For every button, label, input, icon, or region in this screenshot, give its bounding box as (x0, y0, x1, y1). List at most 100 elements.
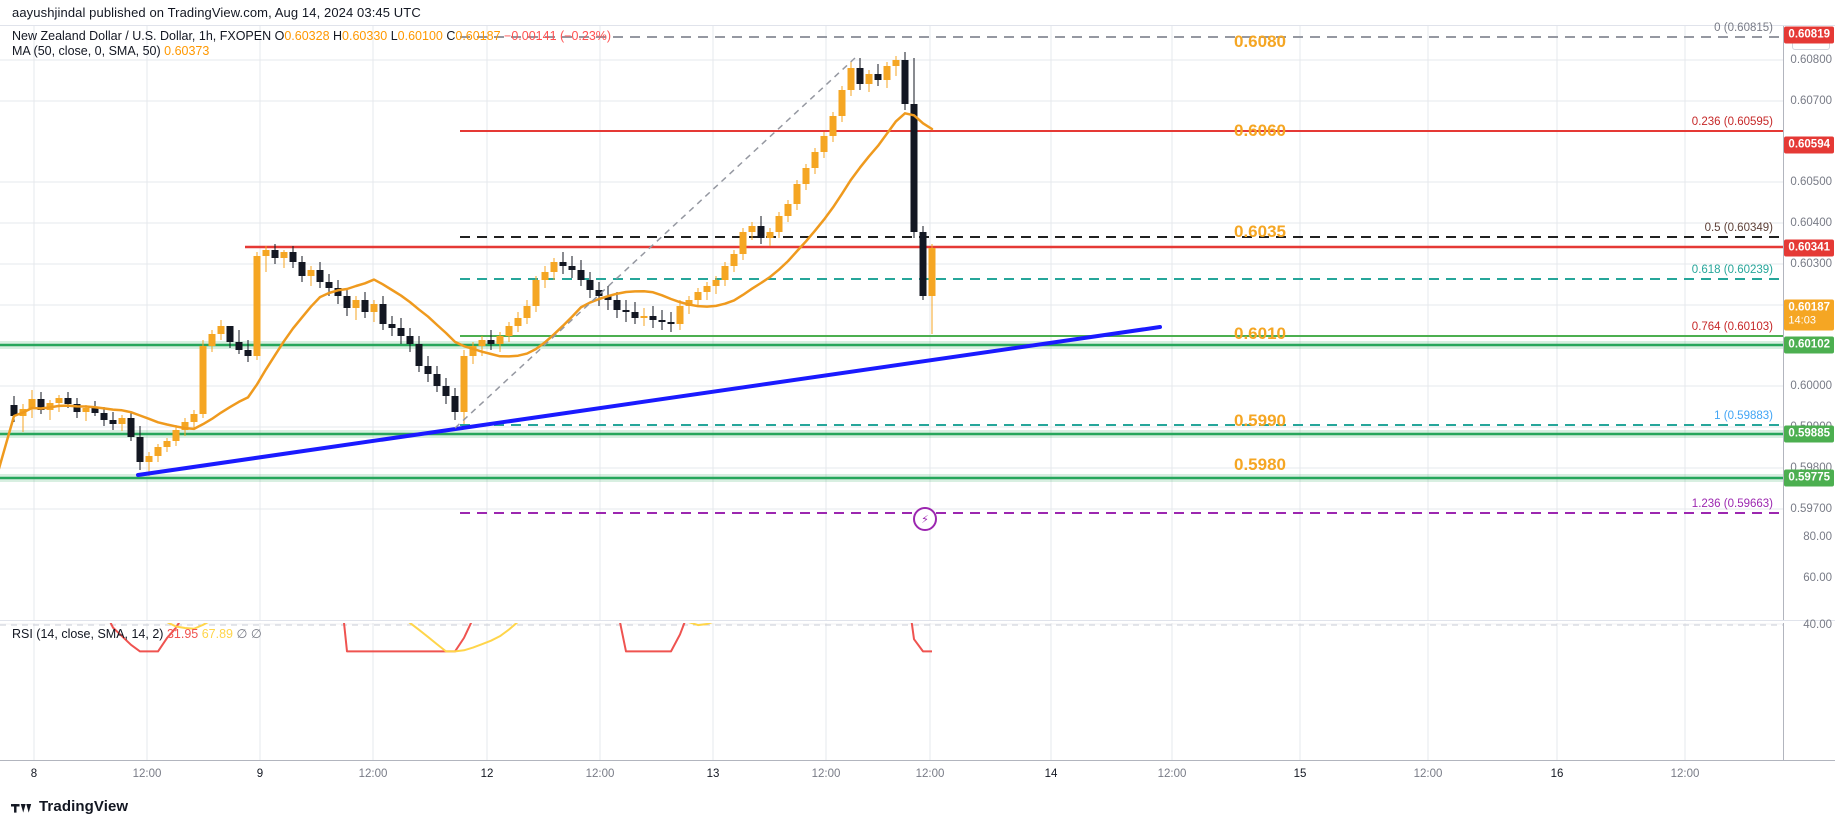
support-resistance-label: 0.6010 (1234, 324, 1286, 343)
candle-body (631, 312, 639, 318)
candle-body (91, 408, 99, 413)
ohlc-o-value: 0.60328 (284, 29, 330, 43)
price-badge[interactable]: 0.60819 (1784, 26, 1834, 44)
candle (172, 425, 180, 446)
candle (424, 356, 432, 382)
candle (91, 401, 99, 416)
candle (19, 404, 27, 432)
candle-body (802, 168, 810, 184)
time-tick-label: 12:00 (915, 768, 945, 780)
rsi-tick-label: 80.00 (1803, 531, 1832, 543)
candle (46, 400, 54, 420)
support-resistance-label: 0.5980 (1234, 455, 1286, 474)
fib-level-label: 0.236 (0.60595) (1691, 116, 1773, 128)
candle-body (253, 256, 261, 356)
candle (928, 244, 936, 334)
candle-body (154, 447, 162, 456)
candle (28, 390, 36, 418)
candle (154, 444, 162, 462)
candle (568, 256, 576, 278)
candle (343, 288, 351, 316)
candle (622, 300, 630, 322)
price-scale[interactable]: USD 0.608000.607000.605000.604000.603000… (1783, 26, 1835, 620)
candle-body (640, 316, 648, 318)
candle (595, 282, 603, 306)
candle-body (478, 340, 486, 346)
candle-body (289, 252, 297, 262)
price-badge[interactable]: 0.59885 (1784, 425, 1834, 443)
fib-level-label: 0.618 (0.60239) (1691, 264, 1773, 276)
candle-body (28, 399, 36, 409)
price-badge[interactable]: 0.60341 (1784, 239, 1834, 257)
candle-body (244, 350, 252, 356)
candle (523, 300, 531, 324)
ohlc-c-value: 0.60187 (455, 29, 501, 43)
rsi-chart-canvas (0, 623, 1783, 760)
pane-divider (0, 620, 1835, 621)
candle-body (838, 90, 846, 116)
candle (388, 316, 396, 336)
candle-body (433, 374, 441, 386)
candle-body (343, 296, 351, 308)
candle-body (64, 398, 72, 404)
candle-body (622, 310, 630, 312)
ma-legend[interactable]: MA (50, close, 0, SMA, 50) 0.60373 (12, 44, 209, 59)
candle-body (406, 336, 414, 344)
price-badge[interactable]: 0.60187 14:03 (1784, 299, 1834, 331)
fib-level-label: 0.764 (0.60103) (1691, 321, 1773, 333)
candle (766, 228, 774, 246)
candle (469, 342, 477, 364)
rsi-pane[interactable] (0, 623, 1783, 760)
candle-body (847, 68, 855, 90)
candle (820, 132, 828, 158)
candle-body (172, 430, 180, 441)
price-badge[interactable]: 0.60594 (1784, 136, 1834, 154)
candle (397, 318, 405, 344)
candle-body (505, 326, 513, 336)
candle-body (217, 326, 225, 334)
candle (793, 180, 801, 210)
candle-body (658, 320, 666, 322)
candle-body (118, 418, 126, 424)
price-tick-label: 0.60400 (1790, 217, 1832, 229)
candle-body (694, 292, 702, 300)
candle (37, 392, 45, 414)
candle-body (721, 266, 729, 280)
price-tick-label: 0.60300 (1790, 258, 1832, 270)
candle-body (352, 300, 360, 308)
rsi-legend[interactable]: RSI (14, close, SMA, 14, 2) 31.95 67.89 … (12, 627, 262, 642)
rsi-tick-label: 60.00 (1803, 572, 1832, 584)
candle (811, 148, 819, 174)
rsi-scale[interactable]: 80.00 60.00 40.00 (1783, 531, 1835, 760)
lightning-event-icon[interactable]: ⚡ (913, 507, 937, 531)
support-resistance-label: 0.6035 (1234, 222, 1286, 241)
candle-body (181, 422, 189, 430)
candle-body (550, 262, 558, 272)
price-pane[interactable] (0, 26, 1783, 620)
symbol-legend[interactable]: New Zealand Dollar / U.S. Dollar, 1h, FX… (12, 29, 611, 44)
time-tick-label: 16 (1550, 768, 1564, 780)
candle-body (136, 437, 144, 462)
price-badge[interactable]: 0.59775 (1784, 469, 1834, 487)
candle (163, 438, 171, 452)
candle-body (280, 252, 288, 258)
rsi-line (109, 623, 932, 653)
candle-body (586, 280, 594, 290)
candle-body (523, 306, 531, 318)
candle (55, 395, 63, 412)
time-tick-label: 12:00 (132, 768, 162, 780)
time-scale[interactable]: 8 12:00 9 12:00 12 12:00 13 12:00 12:00 14 12:00 15… (0, 760, 1835, 790)
candle (586, 272, 594, 298)
ohlc-c-label: C (446, 29, 456, 43)
tradingview-logo[interactable]: TradingView (11, 798, 128, 815)
time-tick-label: 9 (256, 768, 264, 780)
candle (244, 340, 252, 362)
candle-body (712, 280, 720, 286)
candle (739, 228, 747, 260)
candle-body (919, 232, 927, 296)
candle-body (784, 204, 792, 216)
price-badge[interactable]: 0.60102 (1784, 336, 1834, 354)
candle-body (73, 404, 81, 412)
candle-body (388, 324, 396, 328)
candle (730, 250, 738, 272)
